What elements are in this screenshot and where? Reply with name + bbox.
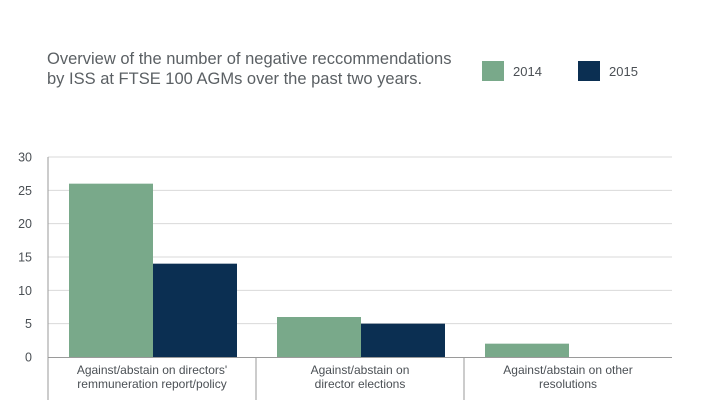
- y-tick-label-20: 20: [18, 217, 32, 231]
- category-label-1-line-2: director elections: [315, 377, 406, 391]
- y-tick-label-30: 30: [18, 151, 32, 165]
- chart-title-line-1: Overview of the number of negative recco…: [47, 50, 452, 68]
- legend-swatch-2015: [578, 61, 600, 81]
- bar-2014-1: [277, 317, 361, 357]
- bar-2015-0: [153, 263, 237, 357]
- y-tick-label-25: 25: [18, 184, 32, 198]
- legend-item-2014: 2014: [482, 61, 542, 81]
- legend-label-2014: 2014: [513, 63, 542, 79]
- chart-title-line-2: by ISS at FTSE 100 AGMs over the past tw…: [47, 70, 423, 88]
- category-label-0-line-1: Against/abstain on directors': [77, 363, 227, 377]
- chart-title: Overview of the number of negative recco…: [47, 49, 467, 89]
- y-tick-label-10: 10: [18, 284, 32, 298]
- legend-label-2015: 2015: [609, 63, 638, 79]
- bar-2014-2: [485, 343, 569, 357]
- y-tick-label-5: 5: [25, 317, 32, 331]
- y-tick-label-0: 0: [25, 351, 32, 365]
- y-tick-label-15: 15: [18, 251, 32, 265]
- legend-item-2015: 2015: [578, 61, 638, 81]
- bar-2015-1: [361, 323, 445, 357]
- legend-swatch-2014: [482, 61, 504, 81]
- category-label-1-line-1: Against/abstain on: [311, 363, 410, 377]
- category-label-0-line-2: remmuneration report/policy: [77, 377, 226, 391]
- category-label-2-line-1: Against/abstain on other: [503, 363, 632, 377]
- bar-2014-0: [69, 183, 153, 357]
- category-label-2-line-2: resolutions: [539, 377, 597, 391]
